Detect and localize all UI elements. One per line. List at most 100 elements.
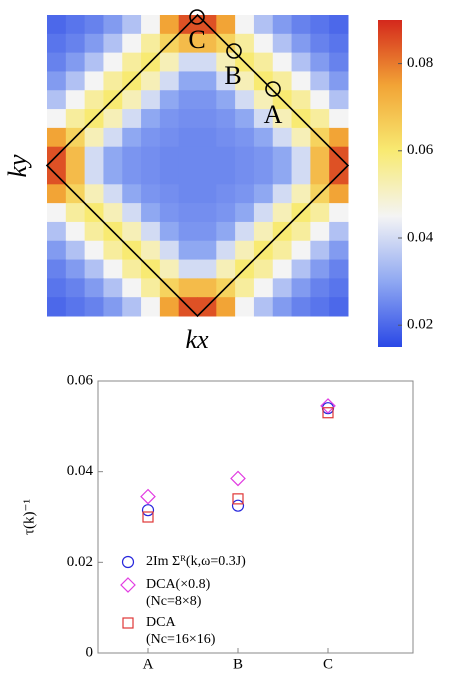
- heatmap-cell: [253, 165, 274, 185]
- heatmap-cell: [235, 109, 255, 129]
- heatmap-cell: [310, 240, 330, 261]
- heatmap-cell: [253, 52, 274, 72]
- heatmap-cell: [197, 203, 217, 223]
- heatmap-cell: [197, 278, 217, 298]
- heatmap-cell: [329, 203, 349, 223]
- heatmap-cell: [47, 15, 67, 35]
- heatmap-cell: [235, 146, 255, 166]
- heatmap-cell: [197, 33, 217, 54]
- heatmap-cell: [47, 240, 67, 261]
- heatmap-cell: [65, 165, 86, 185]
- heatmap-cell: [291, 259, 311, 279]
- heatmap-cell: [65, 221, 86, 242]
- heatmap-cell: [272, 165, 293, 185]
- heatmap-cell: [178, 90, 198, 110]
- heatmap-cell: [65, 240, 86, 261]
- heatmap-cell: [216, 127, 236, 148]
- heatmap-cell: [159, 221, 180, 242]
- heatmap-cell: [65, 15, 86, 35]
- heatmap-cell: [272, 184, 293, 204]
- heatmap-cell: [310, 90, 330, 110]
- heatmap-cell: [197, 71, 217, 91]
- heatmap-cell: [141, 184, 161, 204]
- heatmap-cell: [47, 127, 67, 148]
- heatmap-cell: [291, 90, 311, 110]
- heatmap-cell: [216, 259, 236, 279]
- heatmap-cell: [253, 278, 274, 298]
- heatmap-cell: [122, 109, 142, 129]
- heatmap-cell: [329, 15, 349, 35]
- heatmap-cell: [178, 184, 198, 204]
- heatmap-cell: [122, 203, 142, 223]
- heatmap-cell: [103, 240, 123, 261]
- heatmap-cell: [141, 33, 161, 54]
- heatmap-cell: [178, 71, 198, 91]
- heatmap-cell: [178, 165, 198, 185]
- heatmap-cell: [103, 109, 123, 129]
- heatmap-cell: [159, 52, 180, 72]
- marker-circle: [231, 499, 245, 512]
- heatmap-cell: [103, 15, 123, 35]
- x-axis-label: kx: [185, 325, 209, 354]
- heatmap-cell: [103, 259, 123, 279]
- heatmap-cell: [122, 184, 142, 204]
- heatmap-cell: [178, 109, 198, 129]
- y-tick-label: 0.04: [67, 463, 94, 479]
- k-point-marker: [226, 43, 242, 59]
- heatmap-cell: [47, 71, 67, 91]
- heatmap-cell: [47, 52, 67, 72]
- heatmap-cell: [329, 297, 349, 317]
- heatmap-cell: [122, 15, 142, 35]
- legend-label: (Nc=8×8): [146, 594, 202, 609]
- x-tick-label: A: [143, 656, 154, 672]
- heatmap-cell: [65, 33, 86, 54]
- heatmap-cell: [178, 146, 198, 166]
- heatmap-cell: [84, 15, 104, 35]
- heatmap-cell: [159, 203, 180, 223]
- heatmap-cell: [65, 146, 86, 166]
- heatmap-cell: [291, 71, 311, 91]
- heatmap-cell: [310, 146, 330, 166]
- heatmap-cell: [159, 90, 180, 110]
- heatmap-cell: [47, 278, 67, 298]
- heatmap-cell: [159, 109, 180, 129]
- heatmap-cell: [84, 297, 104, 317]
- heatmap-cell: [329, 71, 349, 91]
- heatmap-cell: [84, 71, 104, 91]
- heatmap-cell: [253, 33, 274, 54]
- heatmap-cell: [159, 297, 180, 317]
- heatmap-cell: [197, 146, 217, 166]
- heatmap-cell: [141, 127, 161, 148]
- heatmap-cell: [310, 52, 330, 72]
- heatmap-cell: [122, 278, 142, 298]
- heatmap-cell: [235, 165, 255, 185]
- heatmap-cell: [159, 165, 180, 185]
- heatmap-cell: [291, 127, 311, 148]
- heatmap-cell: [103, 184, 123, 204]
- heatmap-cell: [329, 278, 349, 298]
- heatmap-cell: [103, 33, 123, 54]
- heatmap-cell: [197, 165, 217, 185]
- heatmap-cell: [310, 297, 330, 317]
- heatmap-cell: [329, 259, 349, 279]
- heatmap-cell: [235, 33, 255, 54]
- heatmap-cell: [141, 221, 161, 242]
- heatmap-cell: [47, 259, 67, 279]
- heatmap-cell: [272, 127, 293, 148]
- heatmap-cell: [310, 71, 330, 91]
- heatmap-cell: [253, 146, 274, 166]
- heatmap-cell: [47, 221, 67, 242]
- heatmap-cell: [253, 259, 274, 279]
- heatmap-cell: [197, 240, 217, 261]
- heatmap-cell: [329, 90, 349, 110]
- heatmap-cell: [103, 146, 123, 166]
- heatmap-cell: [159, 146, 180, 166]
- heatmap-cell: [159, 127, 180, 148]
- heatmap-cell: [329, 109, 349, 129]
- y-axis-label: τ(k)⁻¹: [21, 499, 37, 535]
- heatmap-cell: [103, 297, 123, 317]
- k-point-marker: [265, 81, 281, 97]
- heatmap-cell: [84, 240, 104, 261]
- heatmap-cell: [329, 184, 349, 204]
- heatmap-cell: [197, 127, 217, 148]
